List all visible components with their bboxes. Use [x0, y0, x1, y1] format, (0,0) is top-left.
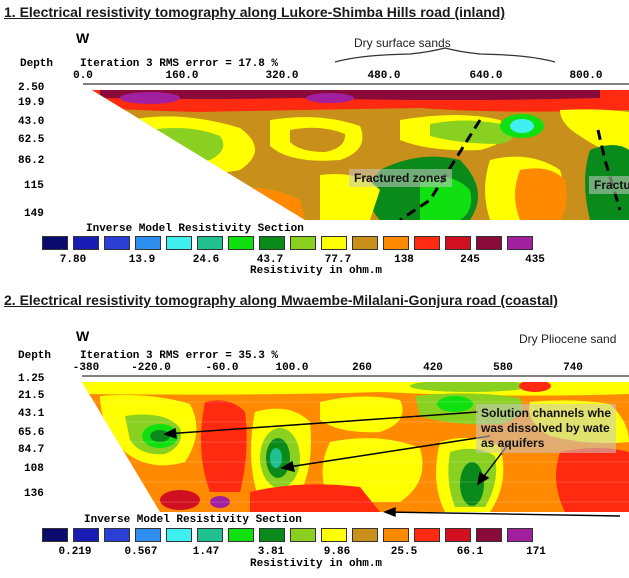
legend-swatch: [259, 528, 285, 542]
section-1-y-tick: 62.5: [18, 134, 45, 146]
section-2-caption: Inverse Model Resistivity Section: [84, 514, 302, 526]
legend-swatch: [42, 528, 68, 542]
legend-swatch: [104, 236, 130, 250]
section-1-legend-units: Resistivity in ohm.m: [250, 265, 383, 277]
section-1-color-legend: [42, 236, 538, 250]
section-1-y-tick: 2.50: [18, 82, 45, 94]
section-1-y-tick: 43.0: [18, 116, 45, 128]
legend-swatch: [383, 236, 409, 250]
legend-swatch: [197, 528, 223, 542]
legend-swatch: [290, 528, 316, 542]
section-2-top-annotation: Dry Pliocene sand: [519, 332, 617, 346]
section-2-legend-value: 3.81: [257, 546, 285, 558]
section-2-y-tick: 108: [24, 463, 44, 475]
section-1-legend-value: 24.6: [192, 254, 220, 266]
section-1-y-tick: 115: [24, 180, 44, 192]
section-2-legend-value: 171: [526, 546, 546, 558]
legend-swatch: [321, 236, 347, 250]
section-1-pseudosection: [83, 83, 629, 220]
section-2-y-tick: 1.25: [18, 373, 45, 385]
section-2-y-tick: 43.1: [18, 408, 45, 420]
legend-swatch: [228, 236, 254, 250]
section-1-x-tick: 800.0: [569, 70, 603, 82]
section-1-top-annotation: Dry surface sands: [354, 36, 451, 50]
legend-swatch: [507, 236, 533, 250]
section-2-y-tick: 65.6: [18, 427, 45, 439]
section-1-x-tick: 640.0: [469, 70, 503, 82]
legend-swatch: [445, 528, 471, 542]
section-2-x-tick: -380: [72, 362, 100, 374]
legend-swatch: [290, 236, 316, 250]
legend-swatch: [445, 236, 471, 250]
legend-swatch: [135, 236, 161, 250]
legend-swatch: [135, 528, 161, 542]
legend-swatch: [166, 528, 192, 542]
section-1-x-tick: 0.0: [73, 70, 93, 82]
section-1-x-tick: 480.0: [367, 70, 401, 82]
section-2-x-tick: 100.0: [275, 362, 309, 374]
section-2-x-tick: 260: [352, 362, 372, 374]
section-1-y-tick: 86.2: [18, 155, 45, 167]
section-1-caption: Inverse Model Resistivity Section: [86, 223, 304, 235]
legend-swatch: [414, 528, 440, 542]
section-2-legend-value: 9.86: [323, 546, 351, 558]
section-1-legend-value: 77.7: [324, 254, 352, 266]
section-1-depth-label: Depth: [20, 58, 54, 70]
section-2-legend-value: 25.5: [390, 546, 418, 558]
section-1-fractured-zones-label: Fractured zones: [349, 169, 452, 187]
section-1-y-tick: 149: [24, 208, 44, 220]
section-2-y-tick: 136: [24, 488, 44, 500]
section-2-legend-value: 0.567: [124, 546, 158, 558]
legend-swatch: [104, 528, 130, 542]
legend-swatch: [476, 528, 502, 542]
section-2-direction: W: [76, 328, 90, 344]
section-1-fractured-label-cut: Fractu: [589, 176, 629, 194]
legend-swatch: [352, 236, 378, 250]
section-2-depth-label: Depth: [18, 350, 52, 362]
legend-swatch: [507, 528, 533, 542]
section-2-legend-value: 1.47: [192, 546, 220, 558]
section-1-legend-value: 435: [525, 254, 545, 266]
section-2-y-tick: 21.5: [18, 390, 45, 402]
legend-swatch: [259, 236, 285, 250]
section-2-legend-value: 66.1: [456, 546, 484, 558]
section-2-x-tick: 580: [493, 362, 513, 374]
section-1-brace: [334, 47, 556, 63]
section-2-color-legend: [42, 528, 538, 542]
section-1-direction: W: [76, 30, 90, 46]
section-2-pseudosection: [82, 375, 629, 518]
legend-swatch: [42, 236, 68, 250]
section-2-x-tick: 740: [563, 362, 583, 374]
legend-swatch: [476, 236, 502, 250]
section-1-x-tick: 320.0: [265, 70, 299, 82]
section-1-legend-value: 43.7: [256, 254, 284, 266]
section-2-x-tick: -60.0: [205, 362, 239, 374]
legend-swatch: [73, 236, 99, 250]
section-1-legend-value: 13.9: [128, 254, 156, 266]
section-1-legend-value: 138: [394, 254, 414, 266]
legend-swatch: [352, 528, 378, 542]
section-2-legend-units: Resistivity in ohm.m: [250, 558, 383, 570]
section-1-iteration: Iteration 3 RMS error = 17.8 %: [80, 58, 279, 70]
legend-swatch: [414, 236, 440, 250]
legend-swatch: [197, 236, 223, 250]
section-1-title: 1. Electrical resistivity tomography alo…: [4, 4, 505, 20]
legend-swatch: [73, 528, 99, 542]
section-1-legend-value: 245: [460, 254, 480, 266]
legend-swatch: [166, 236, 192, 250]
section-2-title: 2. Electrical resistivity tomography alo…: [4, 292, 558, 308]
section-2-iteration: Iteration 3 RMS error = 35.3 %: [80, 350, 279, 362]
section-2-legend-value: 0.219: [58, 546, 92, 558]
legend-swatch: [228, 528, 254, 542]
section-1-x-tick: 160.0: [165, 70, 199, 82]
section-1-y-tick: 19.9: [18, 97, 45, 109]
legend-swatch: [321, 528, 347, 542]
section-2-solution-channels-label: Solution channels whe was dissolved by w…: [476, 404, 617, 453]
section-2-y-tick: 84.7: [18, 444, 45, 456]
legend-swatch: [383, 528, 409, 542]
section-1-legend-value: 7.80: [59, 254, 87, 266]
section-2-x-tick: 420: [423, 362, 443, 374]
section-2-x-tick: -220.0: [131, 362, 171, 374]
